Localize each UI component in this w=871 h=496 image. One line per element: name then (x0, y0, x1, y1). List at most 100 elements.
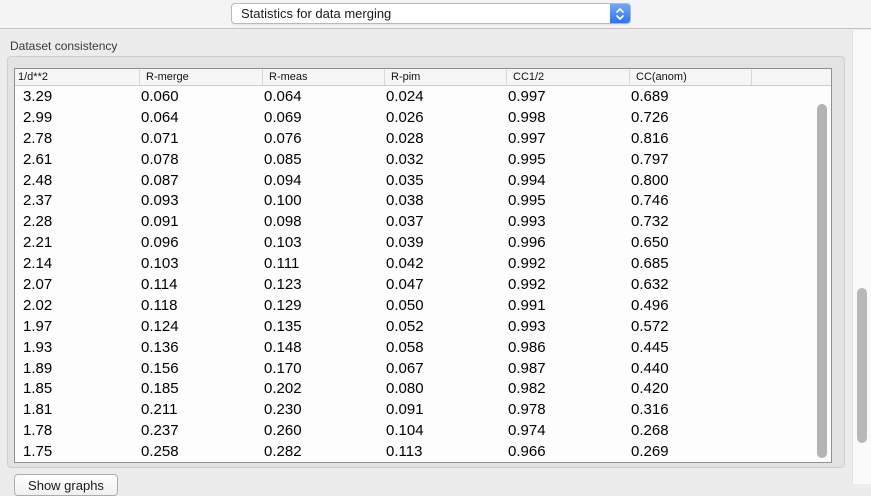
table-cell: 0.978 (508, 401, 546, 419)
table-cell: 0.202 (264, 380, 302, 398)
table-cell: 0.966 (508, 443, 546, 461)
table-cell: 0.260 (264, 422, 302, 440)
table-cell: 0.064 (141, 108, 179, 126)
table-cell: 0.028 (386, 129, 424, 147)
table-row[interactable]: 2.07 0.114 0.123 0.047 0.992 0.632 (15, 274, 831, 295)
table-cell: 0.050 (386, 296, 424, 314)
groupbox-title: Dataset consistency (10, 39, 118, 53)
table-row[interactable]: 2.78 0.071 0.076 0.028 0.997 0.816 (15, 128, 831, 149)
table-cell: 0.998 (508, 108, 546, 126)
column-header-2[interactable]: R-meas (262, 69, 384, 85)
table-cell: 2.21 (23, 234, 53, 252)
table-cell: 0.103 (141, 255, 179, 273)
table-cell: 2.37 (23, 192, 53, 210)
window-scrollbar-thumb[interactable] (857, 288, 867, 443)
table-cell: 0.114 (141, 275, 178, 293)
table-body: 3.29 0.060 0.064 0.024 0.997 0.689 2.99 0.064 0.… (15, 86, 831, 462)
table-row[interactable]: 2.21 0.096 0.103 0.039 0.996 0.650 (15, 232, 831, 253)
table-cell: 0.103 (264, 234, 302, 252)
table-cell: 0.986 (508, 338, 546, 356)
table-cell: 0.997 (508, 129, 546, 147)
table-cell: 0.974 (508, 422, 546, 440)
table-row[interactable]: 2.14 0.103 0.111 0.042 0.992 0.685 (15, 253, 831, 274)
table-cell: 0.732 (631, 213, 669, 231)
table-cell: 0.052 (386, 317, 424, 335)
table-cell: 0.113 (386, 443, 423, 461)
table-cell: 0.282 (264, 443, 302, 461)
table-row[interactable]: 2.37 0.093 0.100 0.038 0.995 0.746 (15, 190, 831, 211)
table-cell: 0.572 (631, 317, 669, 335)
table-row[interactable]: 2.28 0.091 0.098 0.037 0.993 0.732 (15, 211, 831, 232)
table-cell: 0.994 (508, 171, 546, 189)
table-cell: 0.124 (141, 317, 179, 335)
column-header-4[interactable]: CC1/2 (506, 69, 629, 85)
table-cell: 0.091 (141, 213, 179, 231)
table-cell: 2.99 (23, 108, 53, 126)
table-row[interactable]: 1.97 0.124 0.135 0.052 0.993 0.572 (15, 316, 831, 337)
table-row[interactable]: 1.78 0.237 0.260 0.104 0.974 0.268 (15, 420, 831, 441)
table-cell: 0.992 (508, 255, 546, 273)
table-cell: 2.02 (23, 296, 53, 314)
table-row[interactable]: 3.29 0.060 0.064 0.024 0.997 0.689 (15, 86, 831, 107)
table-cell: 0.024 (386, 87, 424, 105)
view-selector-dropdown[interactable]: Statistics for data merging (231, 3, 631, 24)
table-cell: 0.269 (631, 443, 669, 461)
table-row[interactable]: 2.61 0.078 0.085 0.032 0.995 0.797 (15, 149, 831, 170)
top-toolbar: Statistics for data merging (0, 0, 871, 29)
table-scrollbar-thumb[interactable] (817, 104, 827, 458)
table-cell: 0.170 (264, 359, 302, 377)
table-cell: 0.496 (631, 296, 669, 314)
table-row[interactable]: 1.75 0.258 0.282 0.113 0.966 0.269 (15, 441, 831, 462)
column-header-6[interactable] (751, 69, 831, 85)
table-cell: 1.89 (23, 359, 53, 377)
table-row[interactable]: 2.02 0.118 0.129 0.050 0.991 0.496 (15, 295, 831, 316)
table-cell: 0.995 (508, 150, 546, 168)
table-cell: 0.993 (508, 317, 546, 335)
table-cell: 0.136 (141, 338, 179, 356)
table-row[interactable]: 2.99 0.064 0.069 0.026 0.998 0.726 (15, 107, 831, 128)
table-cell: 0.037 (386, 213, 424, 231)
column-header-5[interactable]: CC(anom) (629, 69, 751, 85)
table-cell: 0.091 (386, 401, 424, 419)
table-cell: 1.93 (23, 338, 53, 356)
table-cell: 0.800 (631, 171, 669, 189)
table-cell: 0.445 (631, 338, 669, 356)
table-cell: 1.78 (23, 422, 53, 440)
table-cell: 0.156 (141, 359, 179, 377)
table-cell: 3.29 (23, 87, 53, 105)
table-cell: 0.035 (386, 171, 424, 189)
table-cell: 0.268 (631, 422, 669, 440)
show-graphs-button[interactable]: Show graphs (14, 474, 118, 496)
table-cell: 0.093 (141, 192, 179, 210)
table-row[interactable]: 1.85 0.185 0.202 0.080 0.982 0.420 (15, 378, 831, 399)
table-cell: 0.258 (141, 443, 179, 461)
table-cell: 2.48 (23, 171, 53, 189)
table-cell: 0.316 (631, 401, 669, 419)
table-cell: 0.071 (141, 129, 179, 147)
column-header-3[interactable]: R-pim (384, 69, 506, 85)
table-cell: 0.067 (386, 359, 424, 377)
column-header-0[interactable]: 1/d**2 (18, 71, 48, 83)
table-cell: 0.230 (264, 401, 302, 419)
table-cell: 2.14 (23, 255, 53, 273)
table-row[interactable]: 1.89 0.156 0.170 0.067 0.987 0.440 (15, 358, 831, 379)
table-row[interactable]: 1.81 0.211 0.230 0.091 0.978 0.316 (15, 399, 831, 420)
table-cell: 0.632 (631, 275, 669, 293)
table-cell: 0.096 (141, 234, 179, 252)
table-cell: 0.726 (631, 108, 669, 126)
table-cell: 0.039 (386, 234, 424, 252)
table-cell: 0.689 (631, 87, 669, 105)
table-cell: 0.440 (631, 359, 669, 377)
table-cell: 0.185 (141, 380, 179, 398)
table-cell: 0.047 (386, 275, 424, 293)
table-cell: 0.211 (141, 401, 178, 419)
table-cell: 0.148 (264, 338, 302, 356)
table-cell: 0.026 (386, 108, 424, 126)
table-row[interactable]: 2.48 0.087 0.094 0.035 0.994 0.800 (15, 170, 831, 191)
table-cell: 1.85 (23, 380, 53, 398)
column-header-1[interactable]: R-merge (139, 69, 262, 85)
table-cell: 0.100 (264, 192, 302, 210)
window-scrollbar[interactable] (852, 30, 871, 484)
table-cell: 0.129 (264, 296, 302, 314)
table-row[interactable]: 1.93 0.136 0.148 0.058 0.986 0.445 (15, 337, 831, 358)
